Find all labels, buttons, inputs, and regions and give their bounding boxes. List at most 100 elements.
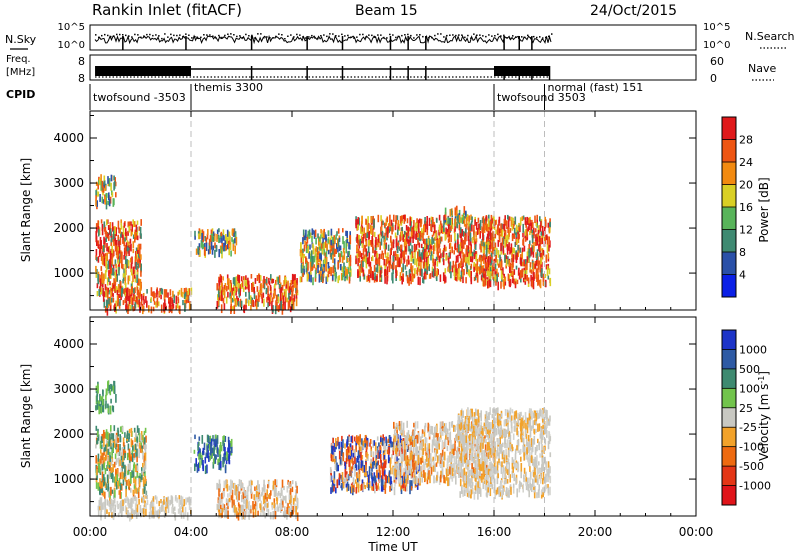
nsearch-dot [98, 36, 100, 39]
echo-cell [276, 492, 279, 501]
echo-cell [346, 230, 348, 240]
echo-cell [140, 440, 143, 447]
echo-cell [308, 272, 311, 282]
echo-cell [404, 484, 407, 492]
echo-cell [438, 476, 441, 486]
echo-cell [119, 459, 121, 466]
echo-cell [103, 227, 106, 232]
echo-cell [137, 278, 140, 286]
echo-cell [295, 506, 297, 515]
echo-cell [97, 453, 100, 462]
echo-cell [198, 441, 200, 446]
nsearch-dot [323, 34, 325, 36]
echo-cell [137, 248, 139, 254]
echo-cell [110, 234, 113, 243]
echo-cell [306, 236, 309, 244]
nsearch-dot [137, 34, 139, 36]
echo-cell [445, 246, 447, 252]
echo-cell [331, 239, 334, 249]
echo-cell [104, 196, 106, 205]
echo-cell [129, 304, 132, 311]
echo-cell [131, 256, 133, 265]
echo-cell [396, 215, 399, 221]
echo-cell [344, 265, 346, 271]
echo-cell [445, 227, 447, 235]
echo-cell [326, 274, 329, 282]
echo-cell [393, 251, 395, 258]
echo-cell [96, 283, 99, 289]
echo-cell [424, 244, 426, 252]
echo-cell [120, 222, 123, 230]
echo-cell [448, 267, 450, 273]
echo-cell [421, 228, 423, 233]
echo-cell [105, 290, 107, 298]
echo-cell [419, 218, 421, 224]
echo-cell [391, 272, 393, 281]
echo-cell [483, 223, 485, 232]
echo-cell [222, 276, 224, 281]
echo-cell [107, 200, 110, 205]
echo-cell [507, 214, 509, 220]
echo-cell [128, 244, 131, 251]
echo-cell [292, 299, 295, 305]
echo-cell [408, 277, 410, 286]
echo-cell [111, 433, 113, 440]
echo-cell [426, 224, 429, 231]
echo-cell [537, 274, 539, 282]
echo-cell [384, 252, 387, 258]
nsearch-dot [110, 35, 112, 38]
echo-cell [175, 295, 178, 305]
echo-cell [172, 290, 174, 298]
echo-cell [128, 275, 131, 282]
echo-cell [410, 484, 413, 491]
echo-cell [277, 305, 280, 313]
echo-cell [122, 264, 124, 270]
echo-cell [536, 223, 538, 228]
echo-cell [465, 228, 467, 234]
echo-cell [436, 423, 438, 433]
echo-cell [293, 274, 295, 284]
echo-cell [101, 471, 104, 479]
echo-cell [332, 265, 335, 274]
echo-cell [275, 294, 278, 302]
echo-cell [96, 402, 99, 409]
echo-cell [167, 504, 170, 514]
echo-cell [384, 469, 386, 477]
echo-cell [286, 506, 288, 514]
echo-cell [396, 429, 398, 435]
echo-cell [139, 505, 142, 514]
nsearch-dot [317, 37, 319, 40]
echo-cell [473, 234, 475, 241]
echo-cell [146, 289, 148, 294]
echo-cell [292, 505, 294, 515]
echo-cell [447, 477, 449, 486]
echo-cell [483, 273, 485, 278]
echo-cell [436, 260, 439, 267]
echo-cell [311, 262, 313, 270]
echo-cell [237, 275, 239, 282]
echo-cell [103, 432, 106, 439]
echo-cell [171, 506, 173, 514]
echo-cell [128, 433, 130, 439]
echo-cell [289, 306, 292, 313]
echo-cell [296, 512, 299, 522]
echo-cell [230, 487, 233, 493]
echo-cell [544, 216, 546, 222]
echo-cell [222, 440, 224, 446]
echo-cell [533, 276, 535, 282]
echo-cell [239, 287, 241, 296]
nsearch-dot [452, 34, 454, 36]
echo-cell [273, 511, 275, 518]
echo-cell [112, 385, 114, 391]
nsearch-dot [428, 36, 430, 39]
echo-cell [440, 459, 442, 469]
echo-cell [526, 251, 529, 259]
echo-cell [199, 460, 201, 468]
echo-cell [515, 224, 518, 233]
echo-cell [396, 459, 398, 465]
echo-cell [130, 478, 132, 484]
echo-cell [247, 282, 250, 291]
echo-cell [381, 250, 384, 255]
echo-cell [263, 298, 265, 307]
echo-cell [124, 476, 127, 482]
